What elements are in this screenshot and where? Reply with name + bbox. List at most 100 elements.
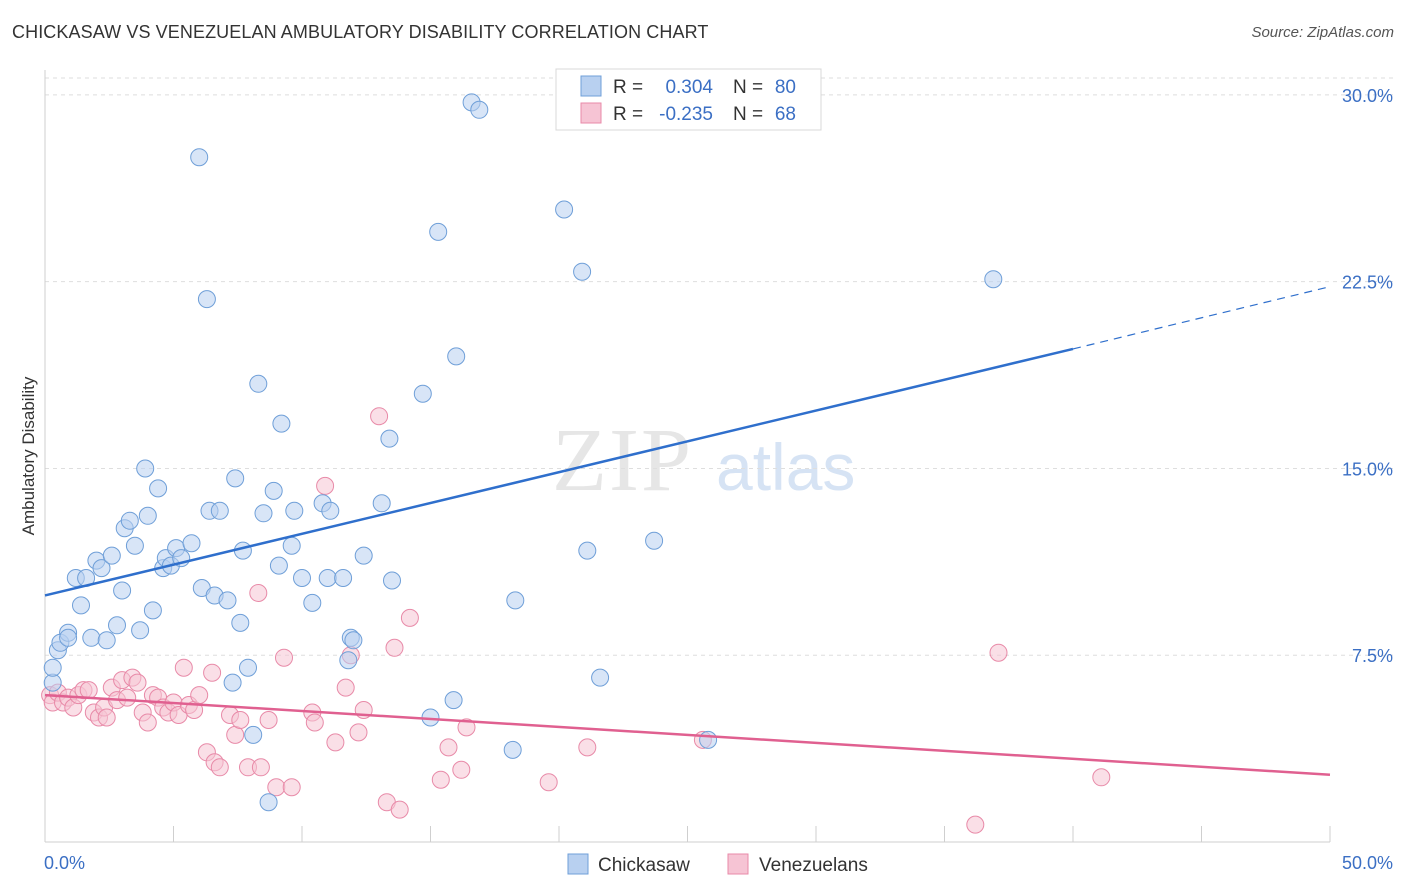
- venezuelans-point: [275, 648, 293, 667]
- bottom-legend-swatch-venezuelans: [727, 853, 749, 875]
- venezuelans-point: [118, 688, 137, 707]
- legend-r-label-venezuelans: R =: [613, 104, 643, 125]
- venezuelans-point: [97, 708, 116, 727]
- chickasaw-point: [318, 569, 337, 587]
- chickasaw-point: [82, 628, 101, 647]
- chickasaw-trend-extension: [1072, 286, 1331, 350]
- venezuelans-point: [326, 733, 345, 752]
- chickasaw-point: [210, 501, 229, 520]
- chickasaw-point: [259, 793, 278, 812]
- chickasaw-point: [190, 148, 209, 167]
- chickasaw-point: [334, 569, 353, 587]
- venezuelans-point: [316, 476, 335, 495]
- chickasaw-point: [264, 481, 283, 500]
- venezuelans-point: [989, 643, 1008, 662]
- y-axis-tick-labels: 7.5% 15.0% 22.5% 30.0%: [1342, 86, 1393, 666]
- chickasaw-point: [43, 658, 62, 677]
- chickasaw-point: [97, 631, 116, 650]
- chickasaw-point: [113, 581, 132, 600]
- chickasaw-point: [354, 546, 373, 565]
- venezuelans-point: [452, 760, 471, 779]
- bottom-legend-swatch-chickasaw: [567, 853, 589, 875]
- chickasaw-point: [470, 100, 489, 119]
- chickasaw-point: [282, 536, 301, 555]
- venezuelans-point: [305, 713, 324, 732]
- venezuelans-point: [251, 758, 270, 777]
- venezuelans-point: [539, 773, 558, 792]
- venezuelans-point: [439, 738, 458, 757]
- legend-swatch-venezuelans: [580, 102, 602, 124]
- chickasaw-point: [372, 494, 391, 513]
- y-tick-label: 30.0%: [1342, 86, 1393, 106]
- chickasaw-point: [447, 347, 466, 366]
- chart-title: CHICKASAW VS VENEZUELAN AMBULATORY DISAB…: [12, 22, 709, 42]
- venezuelans-trend-line: [44, 693, 1331, 777]
- venezuelans-point: [259, 711, 278, 729]
- legend-n-label-chickasaw: N =: [733, 77, 763, 98]
- chickasaw-point: [92, 559, 111, 578]
- chickasaw-point: [699, 730, 718, 749]
- chickasaw-point: [254, 504, 273, 523]
- chickasaw-point: [293, 569, 311, 587]
- chickasaw-point: [578, 541, 597, 560]
- chickasaw-point: [444, 691, 463, 710]
- y-tick-label: 22.5%: [1342, 273, 1393, 293]
- legend-r-value-chickasaw: 0.304: [665, 77, 713, 98]
- chickasaw-point: [218, 591, 237, 610]
- y-tick-label: 15.0%: [1342, 459, 1393, 479]
- chickasaw-point: [503, 740, 522, 759]
- chickasaw-point: [573, 262, 592, 281]
- venezuelans-point: [267, 778, 286, 797]
- chickasaw-point: [102, 546, 121, 565]
- legend-r-value-venezuelans: -0.235: [659, 104, 713, 125]
- chickasaw-point: [136, 459, 155, 478]
- chickasaw-point: [149, 479, 168, 498]
- chickasaw-point: [108, 616, 126, 635]
- chickasaw-point: [239, 658, 257, 677]
- chickasaw-point: [125, 536, 144, 555]
- chickasaw-point: [182, 534, 201, 553]
- chickasaw-point: [506, 591, 525, 610]
- bottom-legend-label-venezuelans: Venezuelans: [759, 855, 868, 876]
- venezuelans-point: [349, 723, 368, 742]
- venezuelans-point: [390, 800, 409, 819]
- venezuelans-point: [578, 738, 597, 757]
- chickasaw-point: [244, 725, 263, 744]
- bottom-legend-label-chickasaw: Chickasaw: [598, 855, 690, 876]
- chickasaw-point: [344, 631, 363, 650]
- bottom-legend: Chickasaw Venezuelans: [567, 853, 868, 876]
- venezuelans-point: [231, 711, 250, 729]
- chickasaw-point: [226, 469, 245, 488]
- venezuelans-point: [249, 584, 268, 602]
- chickasaw-point: [413, 384, 432, 403]
- chickasaw-point: [272, 414, 291, 433]
- chickasaw-point: [223, 673, 242, 692]
- chickasaw-point: [120, 511, 139, 530]
- legend: R = 0.304 N = 80 R = -0.235 N = 68: [555, 68, 822, 131]
- chickasaw-point: [131, 621, 150, 640]
- venezuelans-points: [41, 407, 1111, 834]
- gridlines: [45, 77, 1395, 656]
- x-axis-ticks: [44, 826, 1331, 842]
- chickasaw-point: [59, 628, 78, 647]
- chickasaw-point: [269, 556, 288, 575]
- chickasaw-point: [72, 596, 90, 615]
- venezuelans-point: [336, 678, 355, 697]
- venezuelans-point: [203, 663, 222, 682]
- chickasaw-point: [429, 222, 448, 241]
- legend-n-value-venezuelans: 68: [775, 104, 796, 125]
- chickasaw-point: [984, 270, 1003, 289]
- chickasaw-point: [249, 374, 268, 393]
- chickasaw-point: [555, 200, 574, 219]
- chickasaw-point: [197, 290, 216, 309]
- chickasaw-trend-line: [44, 347, 1074, 597]
- venezuelans-point: [128, 673, 147, 692]
- chickasaw-point: [645, 531, 664, 550]
- chickasaw-points: [43, 93, 1003, 812]
- x-tick-label-max: 50.0%: [1342, 853, 1393, 873]
- source-credit: Source: ZipAtlas.com: [1251, 24, 1394, 41]
- venezuelans-point: [385, 638, 404, 657]
- venezuelans-point: [190, 686, 209, 705]
- venezuelans-point: [400, 608, 419, 627]
